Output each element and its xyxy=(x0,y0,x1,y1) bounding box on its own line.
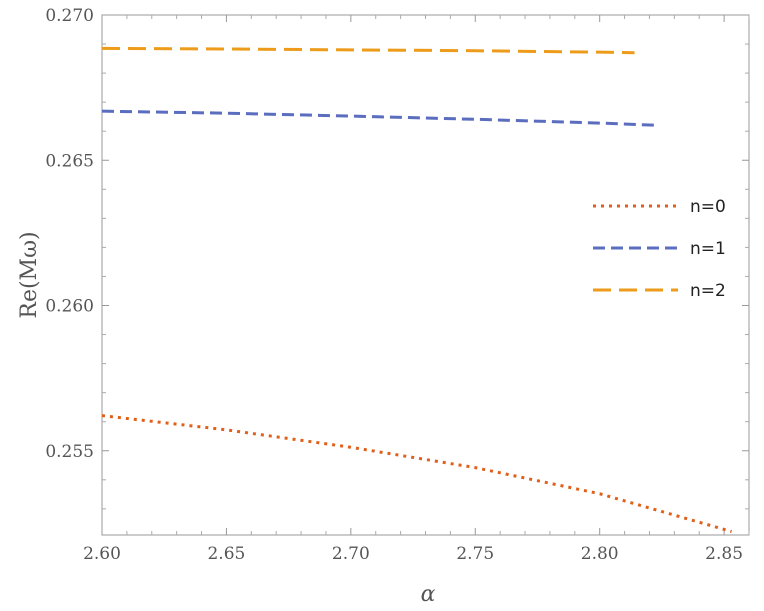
y-axis-ticks: 0.255 0.260 0.265 0.270 xyxy=(45,6,749,510)
x-tick-label: 2.60 xyxy=(83,544,121,564)
series-lines xyxy=(101,46,732,533)
series-line-n=2 xyxy=(101,46,635,55)
plot-frame xyxy=(101,14,750,536)
legend: n=0 n=1 n=2 xyxy=(593,197,726,301)
x-tick-label: 2.80 xyxy=(581,544,619,564)
x-axis-title: α xyxy=(421,582,436,607)
x-tick-label: 2.85 xyxy=(705,544,743,564)
x-axis-ticks: 2.60 2.65 2.70 2.75 2.80 2.85 xyxy=(83,15,750,564)
series-line-n=1 xyxy=(101,109,660,127)
series-line-n=0 xyxy=(101,414,732,533)
legend-entry-label: n=2 xyxy=(690,281,726,301)
legend-entry-label: n=0 xyxy=(690,197,726,217)
y-tick-label: 0.260 xyxy=(45,297,94,317)
x-tick-label: 2.70 xyxy=(332,544,370,564)
y-tick-label: 0.255 xyxy=(45,442,94,462)
x-tick-label: 2.65 xyxy=(207,544,245,564)
y-tick-label: 0.270 xyxy=(45,6,94,26)
x-tick-label: 2.75 xyxy=(456,544,494,564)
y-tick-label: 0.265 xyxy=(45,151,94,171)
y-axis-title: Re(Mω) xyxy=(17,231,42,318)
legend-entry-label: n=1 xyxy=(690,239,726,259)
